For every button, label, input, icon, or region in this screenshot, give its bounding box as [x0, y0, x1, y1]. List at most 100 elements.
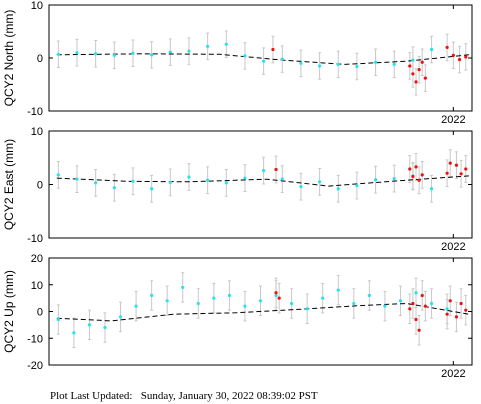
east-historic-point	[317, 180, 322, 184]
north-historic-point	[206, 44, 210, 48]
up-historic-point	[212, 296, 216, 300]
up-historic-point	[445, 307, 449, 311]
east-historic-point	[429, 187, 434, 191]
north-historic-point	[112, 53, 116, 57]
north-error-bars	[56, 30, 468, 96]
up-historic-point	[165, 299, 169, 303]
east-xtick-label: 2022	[441, 241, 465, 253]
up-historic-point	[103, 325, 107, 330]
up-recent-point	[417, 328, 421, 332]
up-historic-point	[150, 293, 154, 298]
east-ytick-label: 10	[31, 126, 43, 138]
east-trend-line	[56, 175, 469, 187]
up-recent-point	[459, 301, 463, 306]
up-historic-point	[290, 301, 294, 306]
east-historic-point	[262, 168, 266, 173]
last-updated-footer: Plot Last Updated: Sunday, January 30, 2…	[50, 390, 318, 402]
up-recent-point	[448, 299, 452, 303]
east-recent-point	[274, 167, 278, 172]
up-historic-point	[181, 285, 185, 290]
up-historic-point	[258, 299, 263, 303]
east-historic-point	[168, 180, 172, 184]
up-recent-point	[414, 317, 418, 322]
north-recent-point	[464, 55, 468, 59]
north-historic-point	[224, 42, 228, 46]
up-historic-point	[196, 301, 200, 306]
up-recent-point	[423, 304, 427, 308]
north-historic-point	[56, 52, 60, 56]
up-historic-point	[274, 293, 278, 298]
east-error-bars	[56, 149, 468, 203]
up-historic-series	[56, 285, 449, 335]
north-recent-point	[457, 57, 462, 62]
up-ytick-label: 10	[31, 280, 43, 292]
north-ylabel: QCY2 North (mm)	[2, 10, 16, 107]
east-recent-series	[274, 161, 468, 182]
north-historic-point	[262, 59, 266, 63]
east-historic-point	[112, 186, 116, 190]
up-historic-point	[367, 293, 371, 298]
east-historic-point	[243, 176, 247, 180]
up-historic-point	[398, 299, 403, 303]
east-historic-point	[355, 183, 359, 188]
north-recent-point	[414, 80, 418, 84]
up-recent-point	[445, 312, 449, 316]
north-historic-point	[168, 50, 172, 54]
east-historic-point	[187, 175, 191, 179]
up-ylabel: QCY2 Up (mm)	[2, 270, 16, 353]
east-historic-point	[280, 177, 284, 181]
north-recent-point	[417, 68, 421, 72]
up-recent-point	[464, 308, 468, 312]
up-xtick-label: 2022	[441, 368, 465, 380]
east-ylabel: QCY2 East (mm)	[2, 139, 16, 230]
up-historic-point	[321, 296, 325, 300]
east-historic-point	[373, 178, 378, 182]
up-historic-point	[305, 307, 309, 311]
up-recent-point	[277, 296, 281, 300]
east-historic-point	[56, 173, 60, 177]
north-panel: -10 0 10 2022 QCY2 North (mm)	[2, 0, 473, 126]
up-recent-point	[420, 293, 424, 298]
north-historic-point	[75, 51, 79, 55]
north-xtick-label: 2022	[441, 114, 465, 126]
north-recent-point	[408, 64, 412, 68]
east-historic-point	[206, 178, 210, 182]
up-trend-line	[56, 302, 469, 322]
north-historic-point	[150, 53, 154, 57]
up-historic-point	[352, 301, 356, 306]
north-historic-point	[373, 60, 378, 64]
up-historic-point	[414, 291, 418, 295]
up-historic-point	[227, 293, 231, 298]
east-panel: -10 0 10 2022 QCY2 East (mm)	[2, 126, 473, 253]
up-ytick-label: -10	[27, 333, 43, 345]
up-historic-point	[72, 331, 76, 335]
up-ytick-label: 20	[31, 253, 43, 265]
east-historic-point	[299, 185, 303, 189]
north-historic-point	[355, 64, 359, 69]
east-frame	[48, 130, 473, 239]
east-historic-point	[94, 181, 98, 185]
up-ytick-label: -20	[27, 360, 43, 372]
last-updated-timestamp: Sunday, January 30, 2022 08:39:02 PST	[140, 390, 318, 402]
up-historic-point	[134, 304, 138, 308]
up-recent-point	[408, 307, 412, 311]
north-historic-point	[187, 49, 191, 53]
east-historic-point	[224, 181, 228, 185]
up-panel: -20 -10 0 10 20 2022 QCY2 Up (mm)	[2, 253, 473, 380]
north-recent-point	[271, 47, 275, 52]
east-recent-point	[408, 167, 412, 171]
east-recent-point	[459, 172, 463, 176]
east-recent-point	[420, 173, 424, 177]
north-historic-point	[317, 64, 322, 68]
east-ytick-label: -10	[27, 233, 43, 245]
up-historic-point	[118, 315, 123, 319]
up-historic-point	[429, 301, 434, 306]
north-trend-line	[56, 53, 469, 65]
east-recent-point	[448, 161, 452, 165]
up-recent-point	[274, 291, 278, 295]
north-ytick-label: 10	[31, 0, 43, 12]
north-historic-point	[94, 52, 98, 56]
north-historic-point	[429, 47, 434, 52]
up-recent-series	[274, 291, 468, 332]
